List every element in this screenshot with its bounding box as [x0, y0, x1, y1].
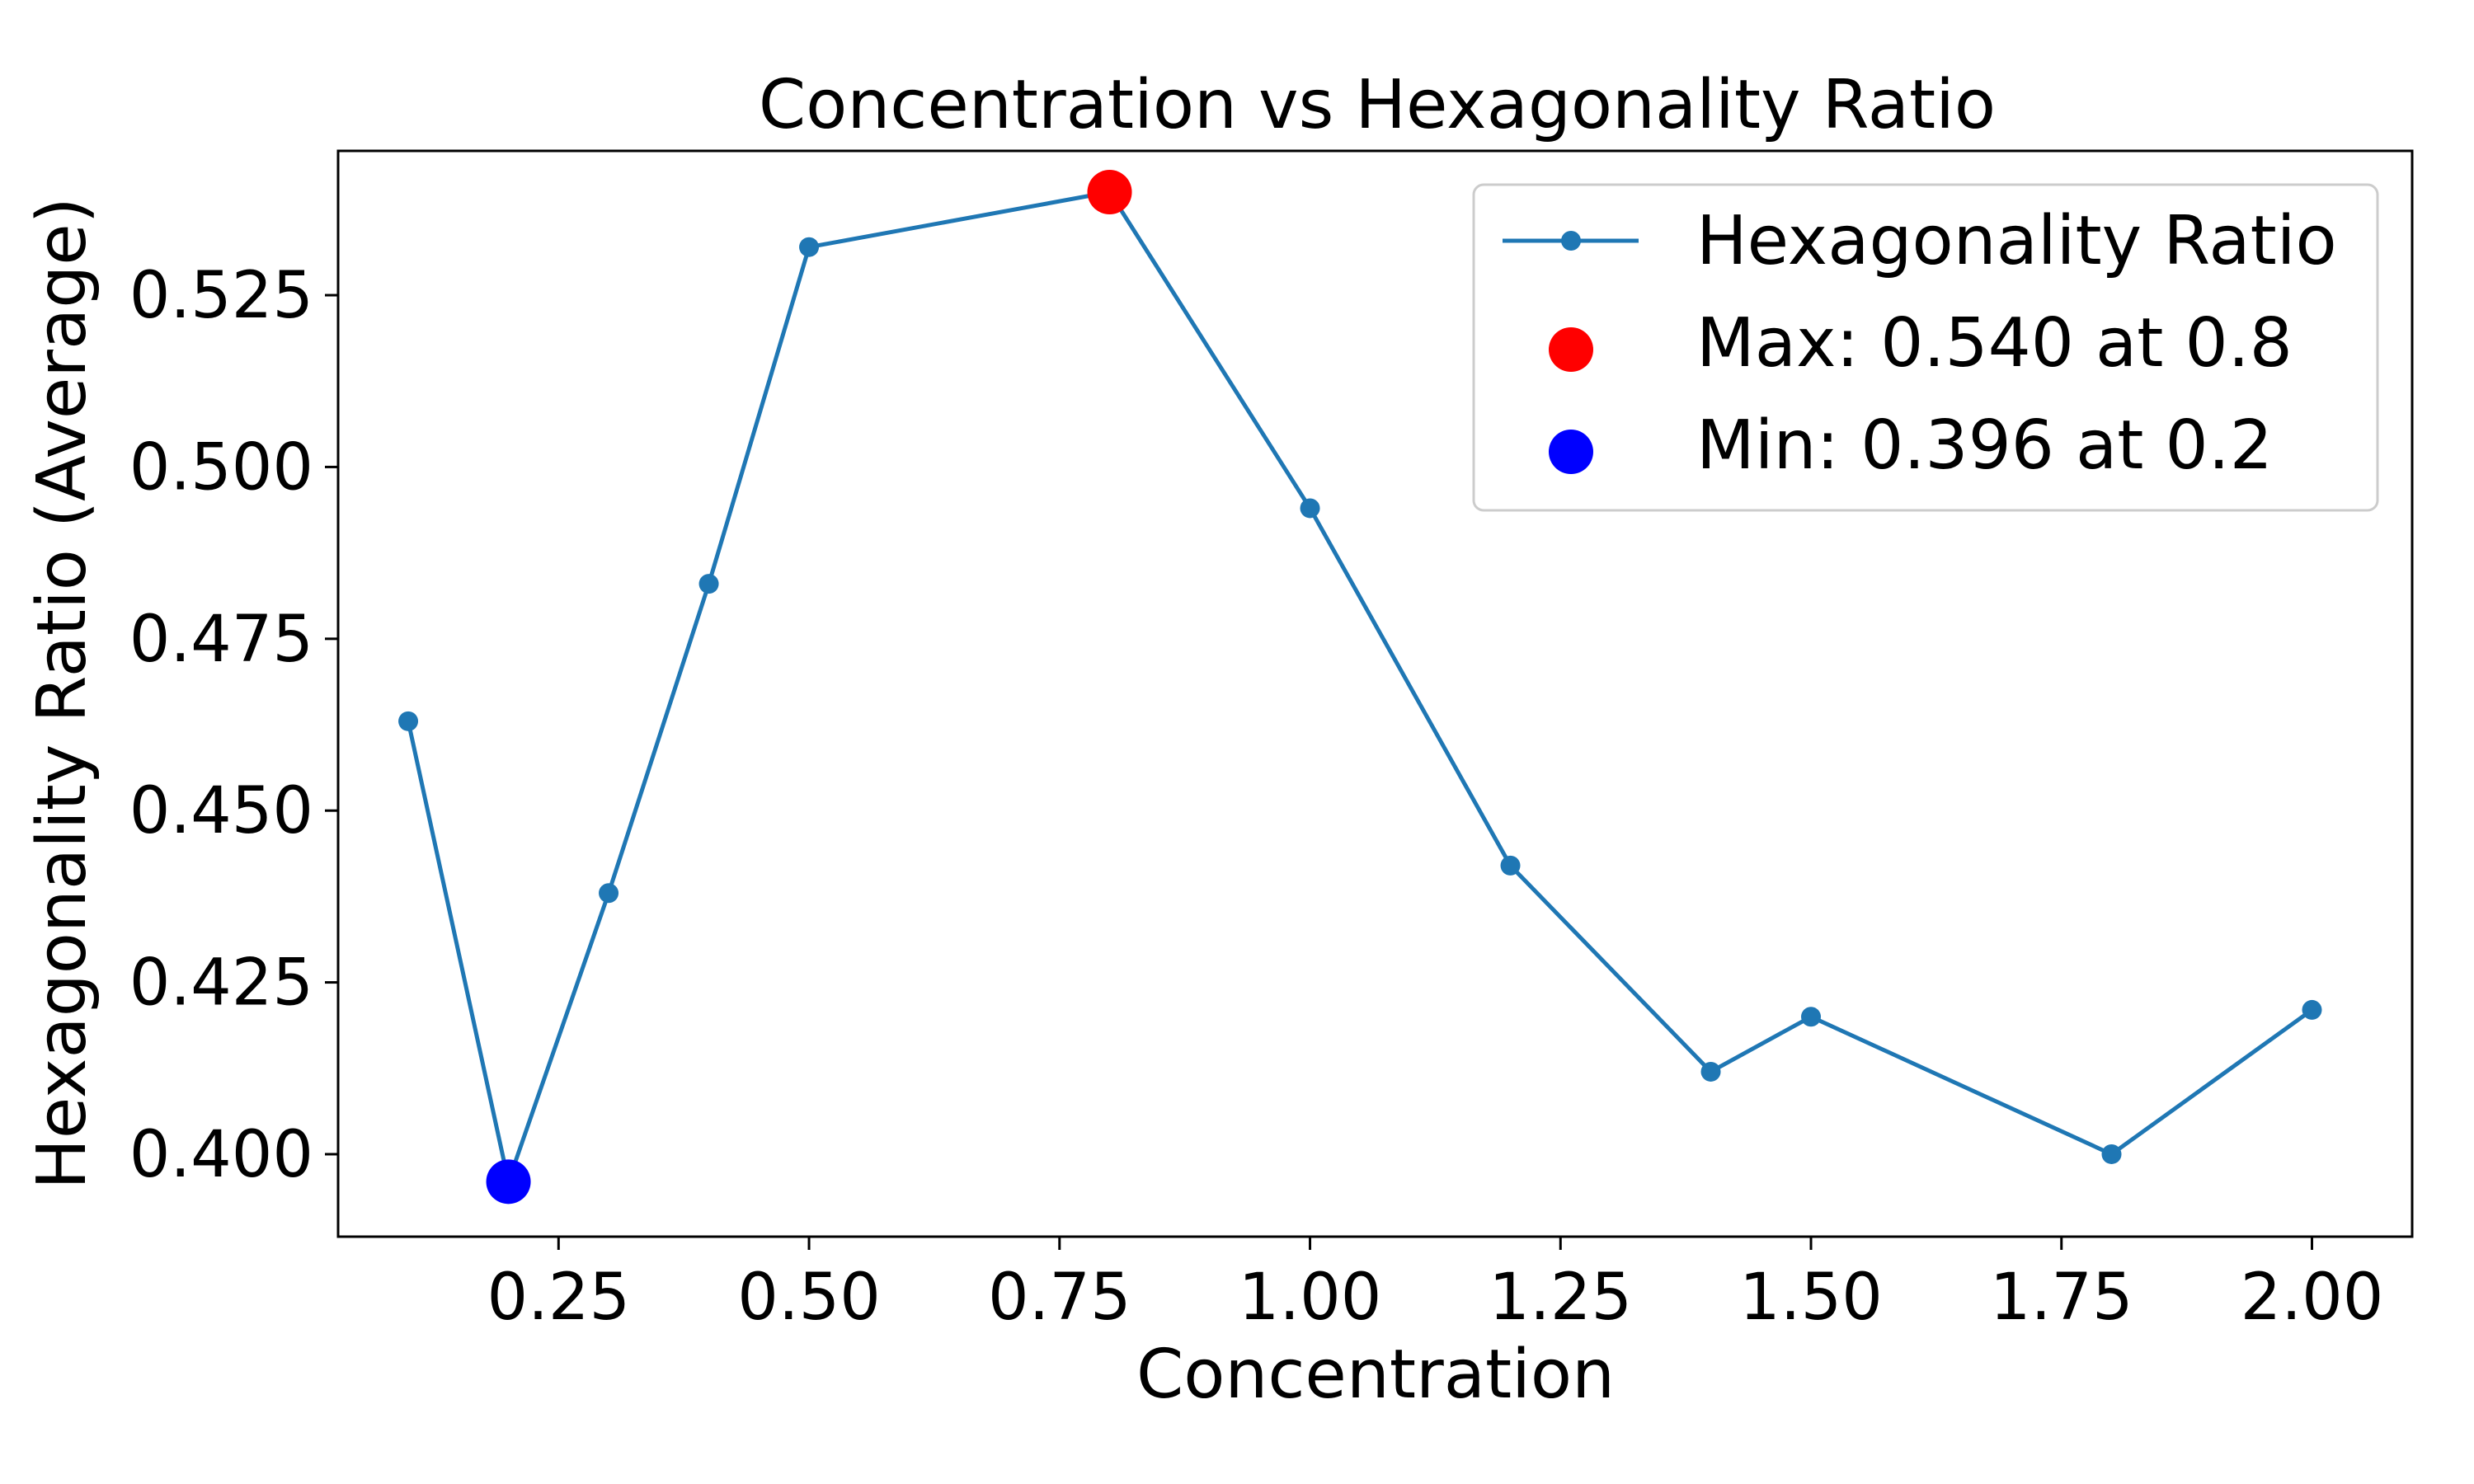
y-tick-label: 0.475 — [129, 603, 313, 677]
y-tick-label: 0.525 — [129, 259, 313, 333]
y-tick-label: 0.450 — [129, 774, 313, 848]
y-tick-label: 0.400 — [129, 1118, 313, 1192]
data-point — [1700, 1061, 1721, 1082]
annotation-layer — [486, 170, 1132, 1205]
data-point — [799, 237, 820, 257]
y-axis-label: Hexagonality Ratio (Average) — [23, 197, 101, 1190]
legend-label-hexagonality-ratio: Hexagonality Ratio — [1696, 202, 2337, 280]
x-tick-label: 0.75 — [988, 1261, 1131, 1335]
legend-marker-min — [1549, 430, 1593, 474]
data-point — [599, 883, 619, 904]
y-axis: 0.400 0.425 0.450 0.475 0.500 0.525 — [129, 259, 338, 1192]
data-point — [698, 574, 719, 594]
y-tick-label: 0.500 — [129, 430, 313, 505]
y-tick-label: 0.425 — [129, 946, 313, 1021]
data-point — [398, 711, 419, 731]
legend-label-max: Max: 0.540 at 0.8 — [1696, 304, 2293, 383]
max-marker — [1087, 170, 1132, 215]
legend-marker-hexagonality-ratio — [1561, 231, 1581, 251]
legend-label-min: Min: 0.396 at 0.2 — [1696, 406, 2273, 485]
data-point — [2101, 1144, 2122, 1164]
chart-title: Concentration vs Hexagonality Ratio — [759, 66, 1996, 144]
x-axis-label: Concentration — [1136, 1336, 1615, 1414]
x-tick-label: 0.50 — [737, 1261, 881, 1335]
x-axis: 0.25 0.50 0.75 1.00 1.25 1.50 1.75 2.00 — [487, 1237, 2383, 1335]
x-tick-label: 1.25 — [1489, 1261, 1632, 1335]
x-tick-label: 1.50 — [1739, 1261, 1883, 1335]
x-tick-label: 1.75 — [1990, 1261, 2133, 1335]
data-point — [2302, 999, 2322, 1020]
x-tick-label: 1.00 — [1239, 1261, 1382, 1335]
legend-frame — [1472, 183, 2379, 512]
legend: Hexagonality Ratio Max: 0.540 at 0.8 Min… — [1472, 183, 2379, 512]
series-line — [406, 190, 2313, 1184]
x-tick-label: 0.25 — [487, 1261, 630, 1335]
data-point — [1300, 498, 1320, 519]
min-marker — [486, 1159, 531, 1205]
legend-marker-max — [1549, 327, 1593, 372]
x-tick-label: 2.00 — [2241, 1261, 2384, 1335]
data-point — [1801, 1007, 1822, 1027]
data-point — [1500, 855, 1521, 876]
